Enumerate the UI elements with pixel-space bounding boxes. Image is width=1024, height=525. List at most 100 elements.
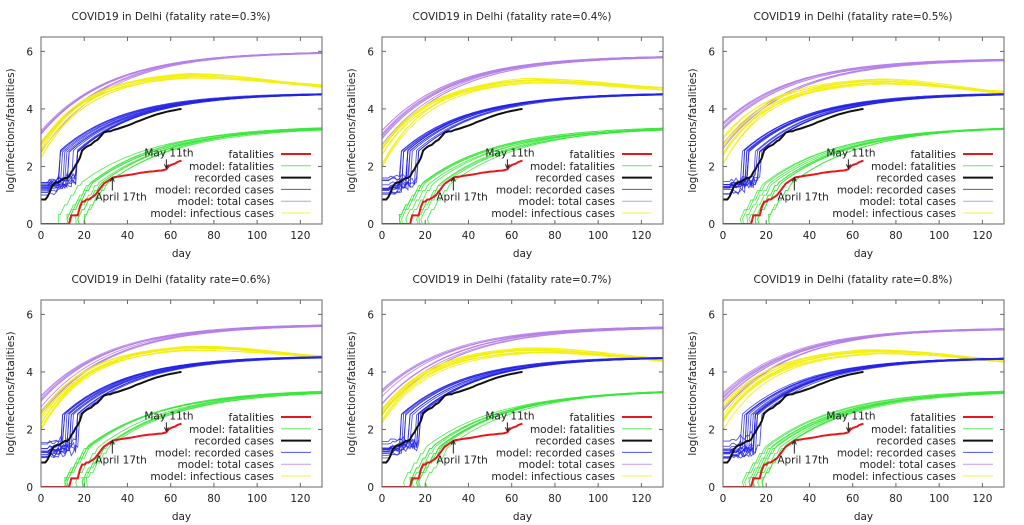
model-total-cases-line: [41, 324, 322, 397]
legend-label: model: fatalities: [871, 424, 956, 436]
model-recorded-cases-line: [41, 93, 322, 184]
model-recorded-cases-line: [382, 94, 663, 189]
model-recorded-cases-line: [382, 93, 663, 190]
legend-label: model: fatalities: [530, 424, 615, 436]
model-recorded-cases-line: [382, 357, 663, 456]
annotation-label: April 17th: [777, 455, 828, 467]
legend-label: model: total cases: [177, 196, 274, 208]
y-tick-label: 0: [367, 219, 374, 231]
model-fatalities-line: [382, 392, 663, 487]
model-infectious-cases-line: [382, 349, 663, 412]
model-total-cases-line: [382, 326, 663, 397]
model-total-cases-line: [723, 328, 1004, 394]
model-total-cases-line: [723, 329, 1004, 399]
y-tick-label: 0: [708, 482, 715, 494]
y-tick-label: 2: [708, 424, 715, 436]
x-tick-label: 120: [631, 493, 651, 505]
arrowhead-icon: [109, 439, 115, 445]
x-tick-label: 120: [290, 230, 310, 242]
annotation-label: May 11th: [485, 147, 534, 159]
x-tick-label: 20: [760, 230, 773, 242]
model-recorded-cases-line: [723, 358, 1004, 459]
model-recorded-cases-line: [723, 93, 1004, 189]
x-tick-label: 120: [972, 493, 992, 505]
model-recorded-cases-line: [723, 94, 1004, 186]
x-tick-label: 0: [38, 493, 45, 505]
chart-svg: COVID19 in Delhi (fatality rate=0.5%)0 20…: [687, 11, 1005, 260]
x-tick-label: 100: [247, 493, 267, 505]
model-recorded-cases-line: [723, 357, 1004, 458]
y-tick-label: 2: [367, 161, 374, 173]
model-infectious-cases-line: [41, 349, 322, 418]
arrowhead-icon: [163, 427, 169, 433]
model-total-cases-line: [723, 328, 1004, 403]
model-fatalities-line: [382, 129, 663, 224]
y-axis-label: log(infections/fatalities): [687, 331, 699, 455]
legend-label: model: recorded cases: [837, 184, 956, 196]
y-axis-label: log(infections/fatalities): [5, 331, 17, 455]
legend-label: fatalities: [229, 149, 274, 161]
model-total-cases-line: [382, 56, 663, 137]
model-infectious-cases-line: [723, 83, 1004, 156]
model-total-cases-line: [723, 58, 1004, 126]
chart-svg: COVID19 in Delhi (fatality rate=0.7%)0 20…: [346, 274, 664, 523]
chart-svg: COVID19 in Delhi (fatality rate=0.6%)0 20…: [5, 274, 323, 523]
x-tick-label: 0: [38, 230, 45, 242]
legend-label: recorded cases: [876, 436, 956, 448]
model-recorded-cases-line: [723, 94, 1004, 188]
chart-svg: COVID19 in Delhi (fatality rate=0.3%)0 20…: [5, 11, 323, 260]
x-tick-label: 120: [631, 230, 651, 242]
recorded-cases-line: [723, 107, 864, 201]
plot-frame: [40, 299, 323, 488]
model-recorded-cases-line: [723, 93, 1004, 195]
plot-area: [41, 324, 322, 487]
x-tick-label: 100: [929, 230, 949, 242]
model-fatalities-line: [41, 391, 322, 487]
y-tick-label: 6: [26, 46, 33, 58]
fatalities-line: [723, 159, 864, 224]
legend-label: model: fatalities: [871, 161, 956, 173]
y-tick-label: 4: [708, 367, 715, 379]
x-tick-label: 20: [760, 493, 773, 505]
legend-label: model: infectious cases: [832, 471, 956, 483]
y-axis-label: log(infections/fatalities): [5, 68, 17, 192]
arrowhead-icon: [791, 176, 797, 182]
x-tick-label: 40: [462, 230, 475, 242]
annotation-label: May 11th: [826, 410, 875, 422]
model-total-cases-line: [41, 324, 322, 415]
model-recorded-cases-line: [41, 356, 322, 449]
x-tick-label: 40: [121, 230, 134, 242]
model-infectious-cases-line: [41, 346, 322, 431]
y-tick-label: 4: [708, 104, 715, 116]
x-tick-label: 120: [972, 230, 992, 242]
chart-panel: COVID19 in Delhi (fatality rate=0.4%) 0 20…: [341, 0, 682, 262]
legend-label: model: total cases: [859, 459, 956, 471]
model-infectious-cases-line: [382, 352, 663, 424]
plot-frame: [722, 299, 1005, 488]
y-tick-label: 4: [367, 367, 374, 379]
y-tick-label: 6: [367, 46, 374, 58]
x-tick-label: 80: [889, 493, 902, 505]
y-tick-label: 6: [26, 309, 33, 321]
plot-area: [723, 328, 1004, 487]
x-tick-label: 40: [462, 493, 475, 505]
y-tick-label: 2: [708, 161, 715, 173]
x-tick-label: 20: [78, 230, 91, 242]
chart-svg: COVID19 in Delhi (fatality rate=0.8%)0 20…: [687, 274, 1005, 523]
arrowhead-icon: [163, 164, 169, 170]
model-fatalities-line: [723, 129, 1004, 224]
arrowhead-icon: [845, 164, 851, 170]
arrowhead-icon: [504, 164, 510, 170]
model-infectious-cases-line: [41, 76, 322, 159]
fatalities-line: [382, 159, 523, 224]
x-tick-label: 80: [207, 493, 220, 505]
legend-label: recorded cases: [535, 436, 615, 448]
x-tick-label: 60: [846, 493, 859, 505]
annotation-label: May 11th: [826, 147, 875, 159]
model-recorded-cases-line: [41, 356, 322, 452]
